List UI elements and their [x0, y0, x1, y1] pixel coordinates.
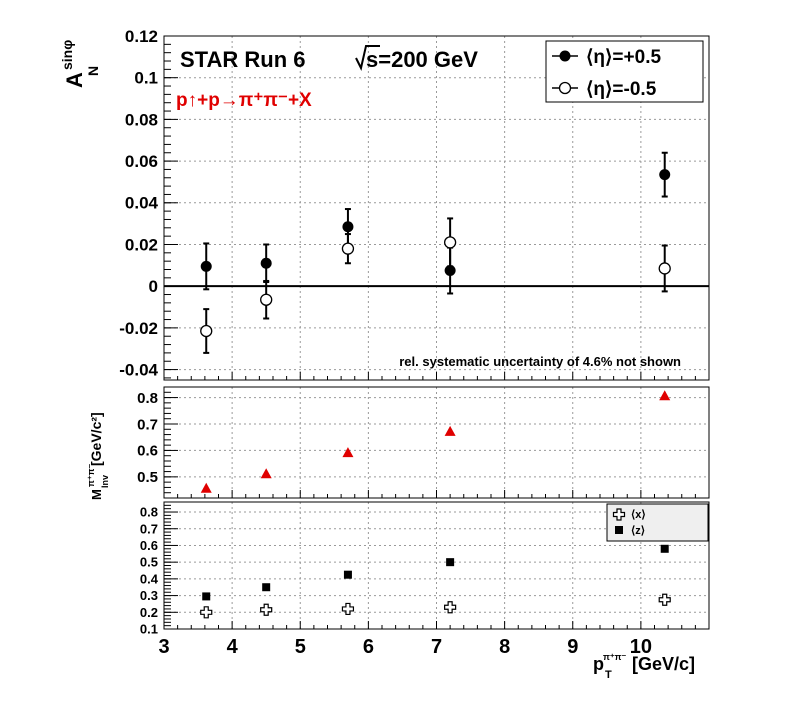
svg-text:sinφ: sinφ	[59, 40, 75, 70]
y-tick-label: 0.12	[125, 27, 158, 46]
y-tick-label: 0.6	[140, 538, 158, 553]
y-tick-label: -0.04	[119, 361, 158, 380]
x-axis-label: p T π⁺π⁻ [GeV/c]	[593, 652, 695, 681]
legend-box	[545, 40, 704, 103]
y-tick-label: 0.6	[137, 443, 158, 460]
data-point-invariant-mass	[659, 390, 671, 401]
data-point-x	[444, 601, 457, 614]
y-tick-label: 0.5	[140, 555, 158, 570]
y-tick-label: 0.06	[125, 152, 158, 171]
x-tick-label: 9	[567, 636, 578, 658]
y-tick-label: 0.08	[125, 110, 158, 129]
y-tick-label: -0.02	[119, 319, 158, 338]
svg-text:T: T	[605, 669, 612, 681]
data-point-eta-minus	[341, 242, 355, 255]
data-point-x	[200, 606, 213, 619]
chart-title-energy: s=200 GeV	[366, 47, 478, 72]
y-tick-label: 0.7	[137, 416, 158, 433]
legend-label-eta-minus: ⟨η⟩=-0.5	[586, 79, 657, 100]
y-tick-label: 0.7	[140, 521, 158, 536]
legend-marker-open-circle	[558, 81, 572, 95]
y-tick-label: 0.02	[125, 235, 158, 254]
data-point-z	[343, 570, 352, 579]
y-tick-label: 0.8	[140, 505, 158, 520]
y-tick-label: 0.8	[137, 390, 158, 407]
data-point-eta-minus	[200, 324, 213, 338]
legend-marker-filled-circle	[559, 50, 571, 62]
y-tick-label: 0	[149, 277, 158, 296]
x-tick-label: 4	[227, 636, 239, 658]
panel-x-z: 0.1 0.2 0.3 0.40.5 0.6 0.70.8 3 4 5 6 7 8 9 10 ⟨x⟩ ⟨z…	[140, 501, 710, 681]
svg-text:p: p	[593, 654, 604, 674]
data-point-eta-plus	[659, 169, 671, 181]
legend-eta: ⟨η⟩=+0.5 ⟨η⟩=-0.5	[545, 40, 704, 103]
data-point-invariant-mass	[260, 468, 272, 479]
y-axis-label-invariant-mass: M Inv π⁺π⁻ [GeV/c²]	[86, 412, 110, 500]
legend-label-x: ⟨x⟩	[631, 509, 646, 521]
svg-text:M: M	[89, 489, 104, 500]
legend-box-x-z	[606, 503, 709, 542]
data-point-eta-plus	[260, 257, 272, 269]
data-point-invariant-mass	[444, 425, 456, 436]
data-point-x	[341, 602, 355, 616]
y-axis-label-asymmetry: A N sinφ	[59, 40, 101, 88]
reaction-subtitle: p↑+p→π⁺π⁻+X	[176, 90, 312, 111]
data-point-z	[446, 558, 455, 567]
y-tick-label: 0.5	[137, 469, 158, 486]
y-tick-label: 0.1	[140, 622, 158, 637]
x-tick-label: 6	[363, 636, 374, 658]
data-point-eta-minus	[658, 262, 671, 275]
data-point-x	[658, 593, 671, 606]
y-tick-label: 0.1	[134, 69, 158, 88]
y-tick-label: 0.2	[140, 605, 158, 620]
legend-x-z: ⟨x⟩ ⟨z⟩	[606, 503, 709, 542]
svg-text:[GeV/c]: [GeV/c]	[632, 654, 695, 674]
data-point-invariant-mass	[342, 447, 354, 458]
x-tick-label: 10	[630, 636, 652, 658]
svg-text:Inv: Inv	[100, 475, 110, 488]
data-point-eta-plus	[342, 221, 354, 233]
svg-text:π⁺π⁻: π⁺π⁻	[86, 463, 96, 487]
legend-label-eta-plus: ⟨η⟩=+0.5	[586, 47, 661, 68]
panel-asymmetry: -0.04 -0.02 0 0.02 0.04 0.06 0.08 0.1 0.12 STAR …	[59, 27, 710, 381]
data-point-z	[660, 544, 669, 553]
svg-text:[GeV/c²]: [GeV/c²]	[88, 412, 104, 466]
x-tick-label: 7	[431, 636, 442, 658]
data-point-eta-plus	[444, 265, 456, 277]
data-point-eta-minus	[260, 293, 273, 306]
svg-text:N: N	[85, 66, 101, 76]
sqrt-symbol	[355, 45, 380, 71]
svg-text:π⁺π⁻: π⁺π⁻	[603, 652, 627, 662]
data-point-eta-minus	[443, 236, 457, 249]
x-tick-label: 3	[158, 636, 169, 658]
panel-invariant-mass: 0.5 0.6 0.7 0.8 M Inv π⁺π⁻ [GeV/c²]	[86, 386, 710, 500]
x-tick-label: 5	[295, 636, 306, 658]
legend-marker-open-cross	[612, 508, 626, 521]
y-tick-label: 0.3	[140, 588, 158, 603]
legend-label-z: ⟨z⟩	[631, 525, 645, 537]
data-point-x	[260, 603, 273, 616]
systematic-note: rel. systematic uncertainty of 4.6% not …	[399, 354, 681, 369]
chart-title: STAR Run 6	[180, 47, 305, 72]
x-tick-label: 8	[499, 636, 510, 658]
data-point-eta-plus	[200, 260, 212, 272]
data-point-invariant-mass	[200, 482, 212, 493]
legend-marker-filled-square	[615, 526, 623, 534]
svg-text:A: A	[62, 72, 87, 88]
data-point-z	[202, 592, 211, 601]
data-point-z	[262, 583, 271, 592]
y-tick-label: 0.04	[125, 194, 159, 213]
y-tick-label: 0.4	[140, 571, 159, 586]
